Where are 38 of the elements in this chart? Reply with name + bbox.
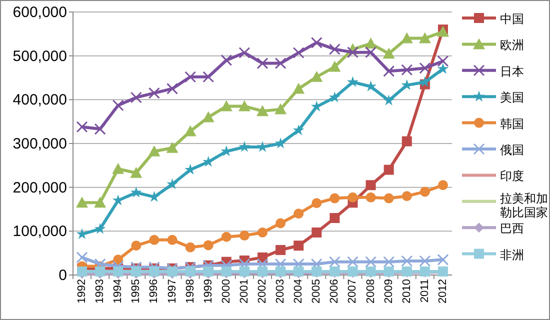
- x-tick-label: 2006: [328, 279, 341, 304]
- legend-label: 中国: [500, 12, 524, 26]
- x-tick-label: 1998: [184, 279, 196, 304]
- y-tick-label: 100,000: [12, 223, 67, 240]
- x-tick-label: 2000: [220, 279, 232, 304]
- x-tick-label: 2009: [382, 279, 395, 304]
- x-tick-label: 1995: [130, 279, 142, 304]
- x-tick-label: 2008: [364, 279, 377, 304]
- y-tick-label: 400,000: [12, 92, 67, 109]
- x-tick-label: 1999: [202, 279, 214, 304]
- y-tick-label: 200,000: [12, 179, 67, 196]
- x-tick-label: 1992: [76, 279, 88, 304]
- y-tick-label: 0: [58, 267, 67, 284]
- legend-label: 拉美和加勒比国家: [500, 191, 548, 220]
- x-tick-label: 2011: [418, 279, 431, 303]
- legend-label: 俄国: [500, 143, 524, 157]
- x-tick-label: 1996: [148, 279, 160, 304]
- x-tick-label: 2004: [292, 279, 305, 304]
- legend-label: 非洲: [500, 248, 524, 262]
- legend-label: 巴西: [500, 222, 524, 236]
- legend-label: 欧洲: [500, 38, 524, 52]
- x-tick-label: 2002: [256, 279, 268, 304]
- y-tick-label: 300,000: [12, 136, 67, 152]
- legend-label: 日本: [500, 64, 524, 78]
- y-tick-label: 600,000: [12, 4, 67, 21]
- x-tick-label: 1993: [94, 279, 106, 304]
- x-tick-label: 2012: [436, 279, 449, 304]
- y-tick-label: 500,000: [12, 48, 67, 65]
- x-tick-label: 2003: [274, 279, 287, 304]
- x-tick-label: 2007: [346, 279, 359, 304]
- legend-label: 韩国: [500, 116, 524, 131]
- x-tick-label: 2005: [310, 279, 323, 304]
- legend-label: 印度: [500, 169, 524, 184]
- x-tick-label: 2001: [238, 279, 250, 304]
- x-tick-label: 2010: [400, 279, 413, 304]
- legend-label: 美国: [500, 90, 524, 105]
- x-tick-label: 1997: [166, 279, 178, 304]
- x-tick-label: 1994: [112, 279, 124, 304]
